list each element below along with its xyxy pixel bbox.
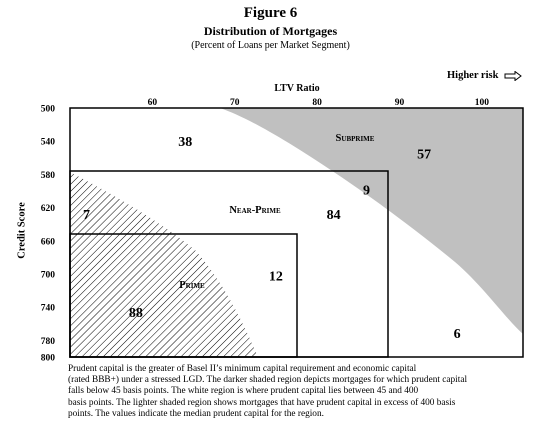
x-tick-label: 70 — [230, 98, 240, 108]
y-tick-label: 500 — [41, 105, 56, 115]
higher-risk-label: Higher risk — [447, 70, 522, 82]
cell-value-label: 88 — [129, 306, 143, 321]
higher-risk-text: Higher risk — [447, 70, 499, 81]
figure-number: Figure 6 — [243, 5, 298, 21]
cell-value-label: 12 — [269, 270, 283, 285]
y-tick-label: 580 — [41, 171, 56, 181]
y-tick-label: 800 — [41, 354, 56, 364]
x-tick-label: 60 — [148, 98, 158, 108]
figure-subtitle: (Percent of Loans per Market Segment) — [191, 40, 350, 51]
cell-value-label: 38 — [178, 135, 192, 150]
segment-label-prime: Prime — [179, 280, 205, 291]
prime-segment-frame — [69, 233, 298, 358]
y-tick-label: 620 — [41, 204, 56, 214]
figure-caption: Prudent capital is the greater of Basel … — [68, 364, 538, 420]
cell-value-label: 6 — [454, 327, 461, 342]
figure-title: Distribution of Mortgages — [203, 24, 338, 38]
x-axis-title: LTV Ratio — [274, 83, 319, 94]
caption-line: points. The values indicate the median p… — [68, 408, 324, 419]
segment-label-subprime: Subprime — [336, 133, 375, 144]
x-tick-label: 90 — [395, 98, 405, 108]
cell-value-label: 9 — [363, 183, 370, 198]
x-tick-label: 80 — [312, 98, 322, 108]
cell-value-label: 84 — [327, 208, 341, 223]
y-tick-label: 700 — [41, 271, 56, 281]
cell-value-label: 57 — [417, 148, 431, 163]
y-tick-label: 540 — [41, 138, 56, 148]
x-tick-label: 100 — [475, 98, 490, 108]
arrow-right-icon — [504, 70, 522, 82]
segment-label-near-prime: Near-Prime — [229, 205, 281, 216]
y-tick-label: 740 — [41, 304, 56, 314]
high-capital-shaded-region — [220, 108, 523, 334]
y-tick-label: 780 — [41, 337, 56, 347]
cell-value-label: 7 — [83, 208, 90, 223]
caption-line: falls below 45 basis points. The white r… — [68, 386, 419, 397]
caption-line: Prudent capital is the greater of Basel … — [68, 364, 417, 374]
caption-line: (rated BBB+) under a stressed LGD. The d… — [68, 375, 468, 386]
y-tick-label: 660 — [41, 237, 56, 247]
low-capital-hatched-region — [70, 172, 258, 357]
caption-line: basis points. The lighter shaded region … — [68, 397, 456, 408]
